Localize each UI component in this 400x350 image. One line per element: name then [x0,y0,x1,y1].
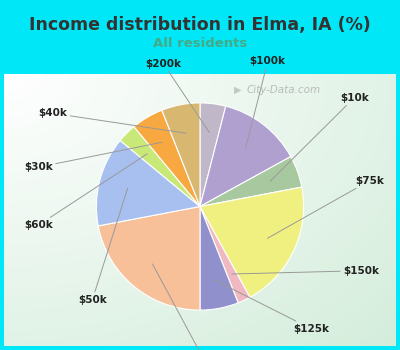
Text: $40k: $40k [38,108,186,133]
Text: $20k: $20k [152,264,220,350]
Wedge shape [120,127,200,206]
Wedge shape [200,206,238,310]
Text: $200k: $200k [145,58,209,133]
Text: $50k: $50k [78,188,128,305]
Wedge shape [200,103,226,206]
Wedge shape [134,110,200,206]
Text: $100k: $100k [246,56,286,148]
Wedge shape [200,206,250,303]
Text: $30k: $30k [24,142,162,172]
Text: Income distribution in Elma, IA (%): Income distribution in Elma, IA (%) [29,16,371,34]
Text: $60k: $60k [24,154,147,230]
Text: $10k: $10k [270,93,369,181]
Text: All residents: All residents [153,37,247,50]
Wedge shape [162,103,200,206]
Wedge shape [200,156,302,206]
Wedge shape [98,206,200,310]
Text: City-Data.com: City-Data.com [247,85,321,95]
Wedge shape [200,106,291,206]
Text: $75k: $75k [268,176,384,238]
Text: $150k: $150k [232,266,379,276]
Wedge shape [96,140,200,226]
Text: ▶: ▶ [234,85,241,95]
Text: $125k: $125k [214,280,329,334]
Wedge shape [200,187,304,297]
